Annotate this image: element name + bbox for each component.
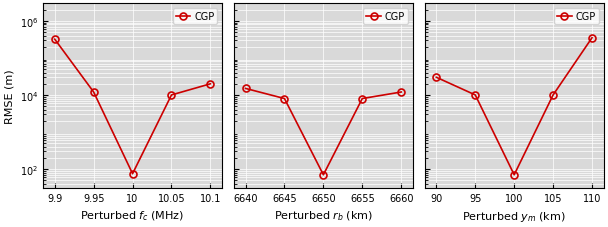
Legend: CGP: CGP: [173, 9, 217, 25]
CGP: [511, 174, 518, 176]
CGP: [168, 94, 175, 97]
Y-axis label: RMSE (m): RMSE (m): [4, 69, 14, 123]
CGP: [281, 98, 288, 101]
Legend: CGP: CGP: [554, 9, 599, 25]
CGP: [398, 91, 405, 94]
X-axis label: Perturbed $f_c$ (MHz): Perturbed $f_c$ (MHz): [80, 209, 185, 222]
CGP: [90, 91, 97, 94]
CGP: [129, 173, 136, 175]
X-axis label: Perturbed $r_b$ (km): Perturbed $r_b$ (km): [274, 209, 373, 222]
CGP: [433, 76, 440, 79]
CGP: [550, 94, 557, 97]
CGP: [320, 174, 327, 176]
CGP: [242, 88, 249, 90]
Line: CGP: CGP: [51, 37, 214, 177]
Legend: CGP: CGP: [364, 9, 408, 25]
Line: CGP: CGP: [433, 35, 595, 178]
CGP: [472, 94, 479, 97]
CGP: [359, 98, 366, 101]
Line: CGP: CGP: [242, 86, 405, 178]
CGP: [51, 39, 58, 41]
CGP: [589, 37, 596, 40]
CGP: [207, 83, 214, 86]
X-axis label: Perturbed $y_m$ (km): Perturbed $y_m$ (km): [462, 209, 566, 223]
